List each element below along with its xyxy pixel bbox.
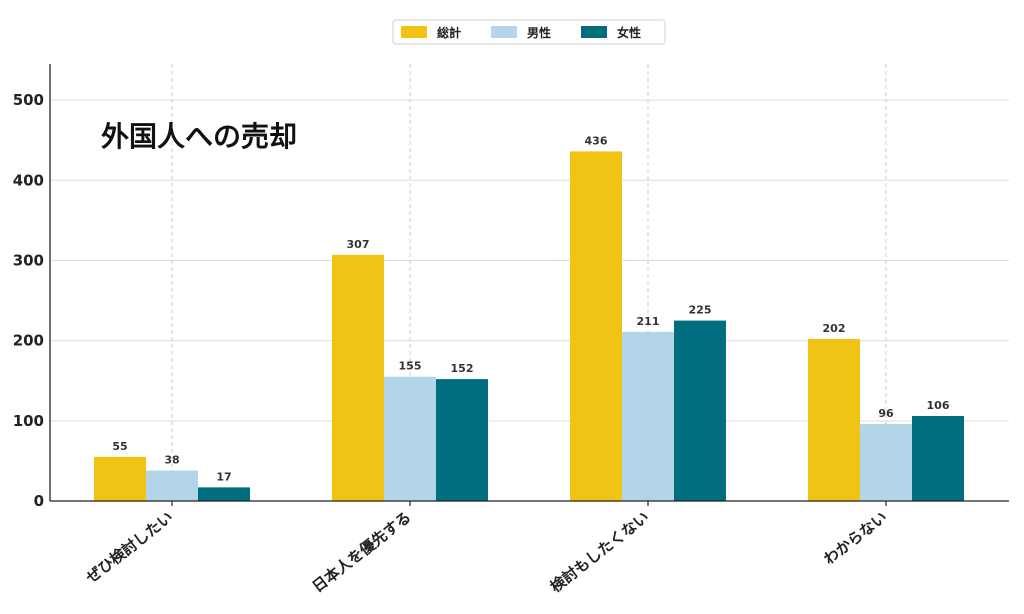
category-label: ぜひ検討したい xyxy=(83,508,177,587)
legend-swatch xyxy=(491,26,517,38)
y-tick-label: 100 xyxy=(13,412,44,430)
y-tick-label: 300 xyxy=(13,251,44,269)
legend-swatch xyxy=(401,26,427,38)
bar xyxy=(808,339,860,501)
legend-label: 女性 xyxy=(617,25,641,40)
bar xyxy=(94,456,146,501)
y-tick-labels: 0 100 200 300 400 500 xyxy=(13,91,44,510)
category-labels: ぜひ検討したい 日本人を優先する 検討もしたくない わからない xyxy=(83,501,890,596)
data-label: 96 xyxy=(878,407,894,420)
data-label: 17 xyxy=(216,470,231,483)
legend: 総計 男性 女性 xyxy=(392,19,666,45)
bar xyxy=(436,379,488,501)
bar xyxy=(198,487,250,501)
category-label: 検討もしたくない xyxy=(547,508,653,596)
chart-title: 外国人への売却 xyxy=(101,120,297,153)
data-label: 152 xyxy=(451,362,474,375)
data-labels: 55 38 17 307 155 152 436 211 225 202 96 106 xyxy=(112,134,949,483)
bar xyxy=(384,376,436,501)
bar xyxy=(860,424,912,501)
legend-label: 総計 xyxy=(437,25,461,40)
bar xyxy=(674,320,726,501)
bar xyxy=(332,254,384,501)
y-tick-label: 400 xyxy=(13,171,44,189)
bars xyxy=(94,151,964,501)
data-label: 106 xyxy=(927,399,950,412)
legend-swatch xyxy=(581,26,607,38)
legend-label: 男性 xyxy=(527,25,551,40)
bar xyxy=(912,416,964,501)
category-label: 日本人を優先する xyxy=(309,508,415,596)
data-label: 211 xyxy=(637,315,660,328)
data-label: 307 xyxy=(347,238,370,251)
bar xyxy=(146,470,198,501)
axes xyxy=(49,64,1009,502)
data-label: 436 xyxy=(585,134,608,147)
data-label: 155 xyxy=(399,360,422,373)
data-label: 38 xyxy=(164,454,179,467)
y-tick-label: 200 xyxy=(13,332,44,350)
bar xyxy=(570,151,622,501)
bar xyxy=(622,331,674,501)
data-label: 55 xyxy=(112,440,127,453)
data-label: 202 xyxy=(823,322,846,335)
y-tick-label: 0 xyxy=(34,492,44,510)
y-tick-label: 500 xyxy=(13,91,44,109)
category-label: わからない xyxy=(820,508,890,568)
data-label: 225 xyxy=(689,304,712,317)
